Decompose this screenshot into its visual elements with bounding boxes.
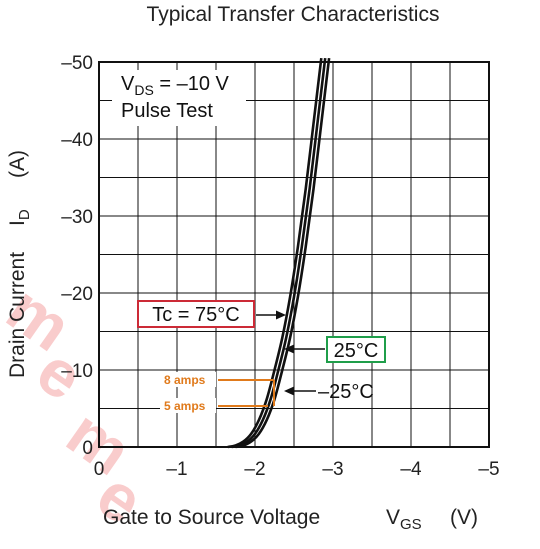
x-tick-label: –1 [166,459,187,480]
vds-symbol: V [121,73,135,95]
y-axis-unit: (A) [6,150,29,178]
annotation-minus-25c-label: –25°C [318,381,374,403]
x-tick-label: –3 [322,459,343,480]
amps-8-background [160,372,216,387]
x-axis-title: Gate to Source Voltage [103,506,320,529]
series-line-0 [227,57,323,449]
y-tick-label: –30 [61,207,93,228]
x-axis-unit: (V) [450,506,478,529]
x-tick-labels: 0 –1 –2 –3 –4 –5 [94,459,500,480]
y-tick-label: –10 [61,361,93,382]
vds-condition: VDS = –10 V [121,73,230,98]
plot-frame [98,61,490,448]
amps-5-background [160,398,216,413]
y-tick-label: 0 [82,438,93,459]
y-tick-label: –40 [61,130,93,151]
x-tick-label: –2 [244,459,265,480]
annotation-tc-75: Tc = 75°C [137,300,286,328]
y-tick-labels: 0 –10 –20 –30 –40 –50 [61,53,93,459]
conditions-background [112,70,246,126]
series-line-2 [235,57,331,449]
y-axis-title: Drain Current [6,252,29,378]
pulse-test-label: Pulse Test [121,100,213,122]
annotation-tc-75-label: Tc = 75°C [152,304,239,326]
series-line-1 [231,57,327,449]
annotation-25c-label: 25°C [334,340,379,362]
x-axis-subscript: GS [400,516,422,533]
annotation-25c: 25°C [284,336,386,363]
x-tick-label: 0 [94,459,105,480]
annotation-tc-75-arrowhead [276,310,286,320]
x-axis-label: Gate to Source Voltage VGS (V) [103,506,478,533]
annotation-minus-25c-arrowhead [284,386,294,396]
y-tick-label: –50 [61,53,93,74]
chart-title: Typical Transfer Characteristics [147,3,440,26]
y-axis-label: Drain Current ID (A) [6,150,33,378]
y-axis-subscript: D [16,209,33,220]
annotation-minus-25c: –25°C [284,381,374,403]
annotation-25c-box [326,336,386,363]
amp-markers: 8 amps 5 amps [160,372,275,413]
x-tick-label: –5 [478,459,499,480]
series-curves [227,57,331,449]
annotation-tc-75-box [137,300,255,328]
annotation-25c-arrowhead [284,344,294,354]
amps-8-label: 8 amps [164,373,206,387]
vds-value: = –10 V [154,73,230,95]
vds-subscript: DS [134,82,153,98]
x-tick-label: –4 [400,459,422,480]
y-tick-label: –20 [61,284,93,305]
y-axis-symbol: I [6,220,29,226]
amps-5-label: 5 amps [164,399,206,413]
x-axis-symbol: V [386,506,400,529]
